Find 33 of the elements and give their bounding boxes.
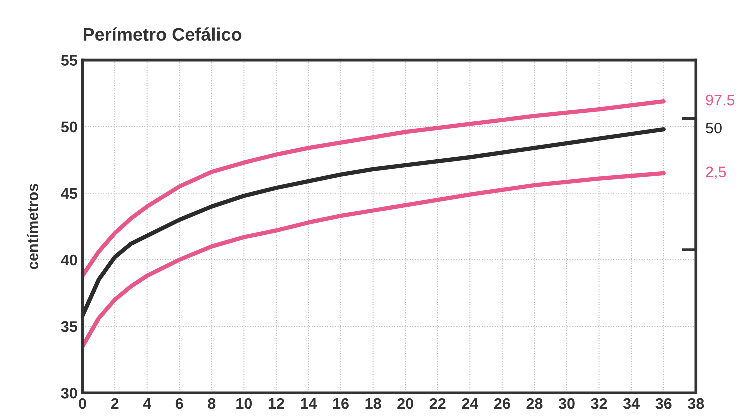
y-tick-label: 55 [61, 55, 78, 66]
x-tick-label: 12 [268, 398, 284, 410]
text: 50 [706, 122, 722, 134]
line-series [82, 171, 666, 349]
y-tick-label: 30 [61, 388, 78, 399]
x-tick-label: 24 [462, 398, 479, 410]
x-tick-label: 18 [366, 398, 382, 410]
x-tick-label: 32 [591, 398, 608, 410]
x-tick-label: 16 [333, 398, 349, 410]
text: 97.5 [706, 94, 735, 106]
x-tick-label: 6 [176, 398, 184, 410]
x-tick-label: 2 [111, 398, 119, 410]
y-axis-title: centímetros [27, 184, 38, 270]
x-tick-label: 14 [301, 398, 318, 410]
y-tick-label: 50 [61, 122, 78, 133]
x-tick-label: 0 [79, 398, 86, 410]
y-tick-label: 35 [61, 321, 78, 332]
x-tick-label: 20 [398, 398, 414, 410]
x-tick-label: 4 [143, 398, 152, 410]
x-tick-label: 10 [236, 398, 252, 410]
x-tick-label: 22 [430, 398, 446, 410]
x-tick-label: 38 [688, 398, 704, 410]
x-tick-label: 30 [558, 398, 575, 410]
x-tick-label: 34 [623, 398, 640, 410]
x-tick-label: 36 [656, 398, 672, 410]
y-tick-label: 45 [61, 188, 78, 200]
chart-title: Perímetro Cefálico [84, 28, 242, 42]
x-tick-label: 28 [526, 398, 543, 410]
x-tick-label: 26 [494, 398, 510, 410]
line-series [82, 100, 666, 278]
x-tick-label: 8 [208, 398, 216, 410]
text: 2,5 [706, 166, 726, 180]
y-tick-label: 40 [61, 254, 78, 266]
